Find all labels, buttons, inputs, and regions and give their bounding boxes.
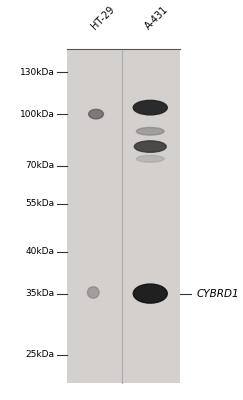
Text: 70kDa: 70kDa	[26, 161, 55, 170]
Text: A-431: A-431	[143, 4, 170, 31]
Ellipse shape	[133, 100, 167, 115]
Ellipse shape	[133, 284, 167, 303]
Ellipse shape	[136, 128, 164, 135]
Text: 25kDa: 25kDa	[26, 350, 55, 359]
Text: CYBRD1: CYBRD1	[197, 288, 240, 298]
Bar	[67, 49, 180, 383]
Ellipse shape	[134, 141, 166, 152]
Text: HT-29: HT-29	[89, 4, 116, 31]
Ellipse shape	[136, 155, 164, 162]
Text: 35kDa: 35kDa	[26, 289, 55, 298]
Text: 100kDa: 100kDa	[20, 110, 55, 119]
Ellipse shape	[87, 287, 99, 298]
Text: 130kDa: 130kDa	[20, 68, 55, 77]
Text: 55kDa: 55kDa	[26, 199, 55, 208]
Ellipse shape	[89, 109, 104, 119]
Text: 40kDa: 40kDa	[26, 247, 55, 256]
